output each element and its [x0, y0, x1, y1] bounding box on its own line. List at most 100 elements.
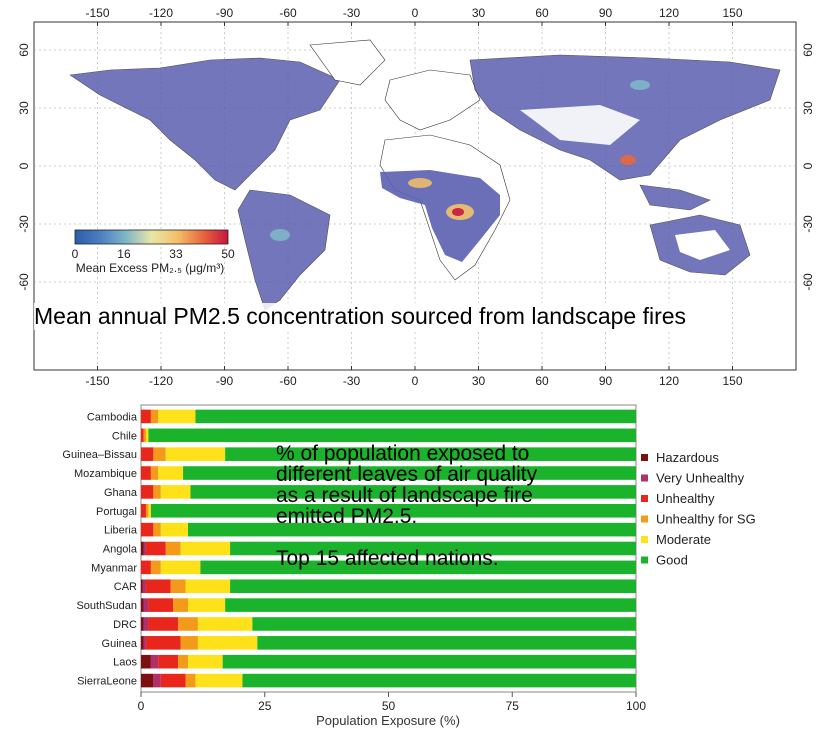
map-lon-tick-top: -120	[149, 6, 173, 20]
bar-segment	[257, 636, 636, 650]
map-lon-tick-top: -30	[343, 6, 361, 20]
bar-segment	[153, 673, 161, 688]
bar-segment	[143, 598, 149, 612]
bar-segment	[148, 598, 174, 612]
note-line-4: emitted PM2.5.	[276, 505, 418, 528]
bar-segment	[183, 466, 636, 480]
bar-segment	[158, 654, 179, 669]
australia-interior	[675, 230, 730, 260]
bar-category-label: Cambodia	[87, 411, 138, 423]
legend-swatch	[641, 474, 648, 482]
hotspot-siberia	[630, 80, 650, 90]
bar-segment	[180, 636, 198, 650]
map-lon-tick-top: 60	[535, 6, 549, 20]
bar-segment	[145, 636, 181, 650]
map-lat-tick-right: 30	[801, 101, 815, 115]
colorbar-label: Mean Excess PM₂.₅ (μg/m³)	[76, 261, 224, 275]
bar-x-tick-label: 50	[382, 699, 396, 713]
bar-segment	[148, 617, 179, 631]
bar-category-label: Angola	[103, 544, 138, 556]
bar-segment	[222, 654, 637, 669]
map-land-shapes	[69, 39, 781, 311]
map-lon-tick-bottom: -30	[343, 374, 361, 388]
colorbar-tick-label: 0	[72, 247, 79, 261]
bar-segment	[141, 503, 146, 518]
bar-segment	[145, 428, 149, 443]
bar-segment	[230, 541, 636, 556]
bar-segment	[141, 428, 144, 443]
landmass-maritime-se-asia	[639, 184, 711, 211]
asia-interior	[520, 105, 640, 145]
map-lon-tick-bottom: 150	[722, 374, 742, 388]
map-lon-tick-bottom: -60	[279, 374, 297, 388]
africa-fire-belt	[380, 170, 500, 262]
map-lon-tick-top: 30	[472, 6, 486, 20]
bar-segment	[141, 541, 144, 556]
map-lat-tick-left: 0	[17, 162, 31, 169]
bar-category-label: Mozambique	[74, 468, 137, 480]
bar-category-label: Ghana	[104, 487, 138, 499]
bar-category-label: CAR	[114, 581, 137, 593]
legend-swatch	[641, 515, 648, 523]
colorbar-tick-label: 16	[117, 247, 131, 261]
bar-segment	[188, 598, 226, 612]
colorbar-tick-label: 33	[169, 247, 183, 261]
bar-category-label: Portugal	[96, 506, 137, 518]
bar-segment	[148, 428, 637, 443]
bar-segment	[141, 673, 154, 688]
bar-segment	[185, 579, 231, 594]
map-lon-tick-bottom: 30	[472, 374, 486, 388]
legend-label: Unhealthy for SG	[656, 512, 756, 527]
bar-segment	[143, 636, 146, 650]
bar-segment	[185, 673, 196, 688]
bar-segment	[178, 654, 189, 669]
map-lon-tick-top: -60	[279, 6, 297, 20]
hotspot-amazon	[270, 229, 290, 241]
bar-category-labels: Cambodia Chile Guinea–Bissau Mozambique Ghan…	[62, 411, 137, 687]
bar-category-label: SouthSudan	[76, 600, 137, 612]
bar-segment	[141, 617, 144, 631]
bar-segment	[225, 598, 636, 612]
bar-legend: Hazardous Very Unhealthy Unhealthy Unhealth…	[641, 450, 756, 568]
landmass-south-america	[237, 189, 331, 311]
legend-swatch	[641, 556, 648, 564]
bar-segment	[141, 654, 151, 669]
legend-label: Very Unhealthy	[656, 471, 745, 486]
legend-label: Unhealthy	[656, 491, 715, 506]
map-caption: Mean annual PM2.5 concentration sourced …	[34, 303, 687, 330]
hotspot-central-africa-core	[452, 208, 464, 216]
bar-segment	[160, 522, 189, 537]
bar-segment	[158, 409, 196, 424]
legend-swatch	[641, 495, 648, 502]
bar-segment	[200, 560, 636, 575]
bar-segment	[141, 485, 154, 499]
bar-x-tick-label: 75	[506, 699, 520, 713]
landmass-greenland	[309, 39, 386, 86]
map-lon-tick-bottom: 120	[659, 374, 679, 388]
hotspot-se-asia	[620, 155, 636, 165]
map-lon-tick-bottom: 0	[412, 374, 419, 388]
bar-segment	[145, 579, 171, 594]
map-lon-tick-bottom: -150	[85, 374, 109, 388]
note-line-2: different leaves of air quality	[276, 463, 538, 486]
map-lon-tick-top: -90	[216, 6, 234, 20]
map-lon-tick-top: 90	[599, 6, 613, 20]
map-lat-tick-left: 30	[17, 101, 31, 115]
bar-segment	[142, 579, 146, 594]
bar-category-label: SierraLeone	[77, 676, 137, 688]
map-lat-tick-left: -30	[17, 215, 31, 233]
map-lon-tick-top: 0	[412, 6, 419, 20]
bar-category-label: DRC	[113, 619, 137, 631]
bar-x-ticks: 0 25 50 75 100	[138, 692, 646, 713]
bar-segment	[170, 579, 186, 594]
hotspot-west-africa	[408, 178, 432, 188]
bar-segment	[141, 466, 151, 480]
bar-segment	[195, 673, 243, 688]
bar-segment	[143, 541, 146, 556]
landmass-north-america	[69, 57, 341, 191]
map-lon-tick-top: -150	[85, 6, 109, 20]
bar-segment	[160, 673, 186, 688]
map-lon-tick-bottom: 90	[599, 374, 613, 388]
bar-segment	[160, 485, 191, 499]
